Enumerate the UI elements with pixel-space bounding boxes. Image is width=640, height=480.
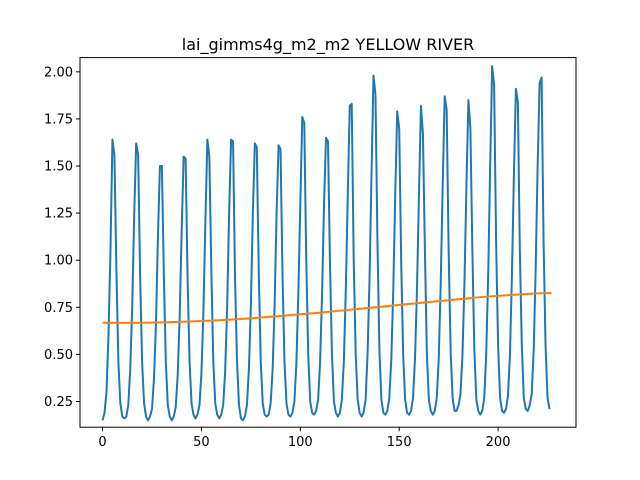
y-axis: 0.25 0.50 0.75 1.00 1.25 1.50 1.75 2.00: [44, 65, 80, 410]
y-tick-label: 1.25: [44, 207, 73, 222]
y-tick-label: 0.25: [44, 395, 73, 410]
x-tick-label: 0: [98, 435, 106, 450]
x-axis: 0 50 100 150 200: [98, 427, 510, 450]
y-tick-label: 2.00: [44, 65, 73, 80]
y-tick-label: 1.75: [44, 112, 73, 127]
x-tick-label: 200: [486, 435, 511, 450]
series-line-1: [101, 65, 551, 422]
y-tick-label: 0.75: [44, 301, 73, 316]
series-layer: [101, 65, 552, 422]
x-tick-label: 50: [193, 435, 210, 450]
chart-title: lai_gimms4g_m2_m2 YELLOW RIVER: [182, 35, 474, 55]
plot-frame: [79, 57, 577, 428]
x-tick-label: 150: [387, 435, 412, 450]
series-line-2: [102, 291, 552, 324]
x-tick-label: 100: [288, 435, 313, 450]
y-tick-label: 1.50: [44, 160, 73, 175]
y-tick-label: 1.00: [44, 254, 73, 269]
y-tick-label: 0.50: [44, 348, 73, 363]
